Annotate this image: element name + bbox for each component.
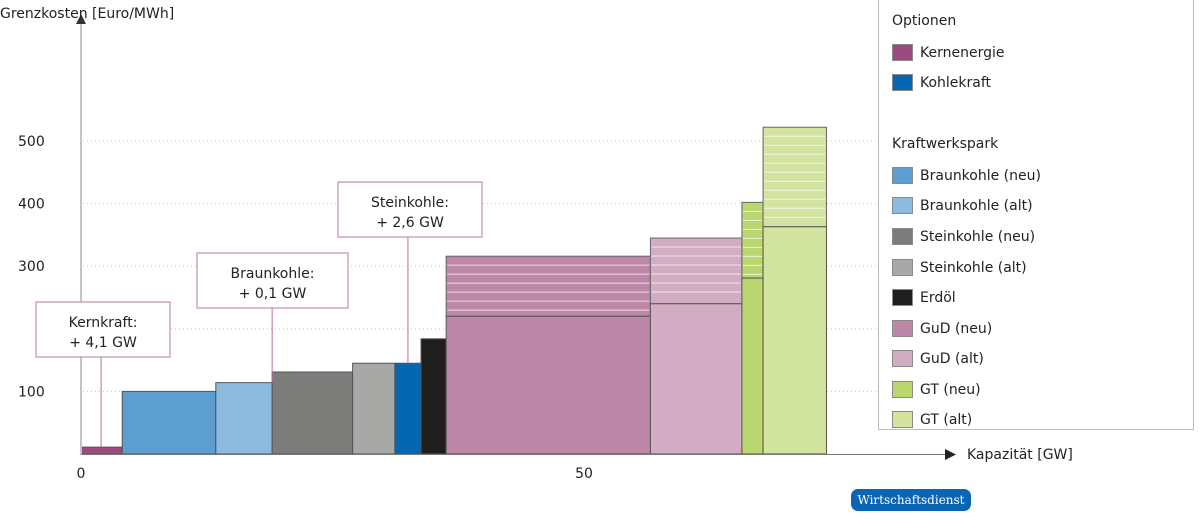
legend-item: GuD (neu)	[892, 320, 992, 337]
legend-group-title: Kraftwerkspark	[892, 136, 999, 152]
bar-range-gud-alt	[649, 237, 743, 305]
annotation-box	[337, 181, 483, 238]
bar-steinkohle-alt	[352, 362, 396, 455]
legend-group-title: Optionen	[892, 13, 957, 29]
y-tick-label: 400	[18, 197, 45, 213]
bar-steinkohle-neu	[271, 371, 354, 455]
y-axis-label: Grenzkosten [Euro/MWh]	[0, 6, 174, 22]
legend-item: Kohlekraft	[892, 74, 991, 91]
annotation-value: + 2,6 GW	[376, 215, 444, 231]
bar-braunkohle-neu	[121, 390, 217, 455]
y-tick-label: 100	[18, 384, 45, 400]
bar-kohlekraft	[394, 362, 422, 455]
legend-item: Erdöl	[892, 289, 956, 306]
bars	[80, 126, 827, 455]
tick-labels: 100 300 400 500 0 50	[18, 134, 593, 482]
bar-gt-neu	[741, 277, 764, 455]
x-axis-label: Kapazität [GW]	[967, 447, 1073, 463]
legend: Optionen Kernenergie Kohlekraft Kraftwerksp…	[878, 0, 1194, 430]
legend-swatch	[892, 44, 913, 61]
bar-kernenergie	[80, 446, 123, 455]
legend-item: GT (alt)	[892, 411, 972, 428]
y-axis-arrow-icon	[76, 14, 86, 24]
legend-swatch	[892, 167, 913, 184]
legend-swatch	[892, 74, 913, 91]
legend-swatch	[892, 289, 913, 306]
legend-swatch	[892, 350, 913, 367]
legend-item: Steinkohle (alt)	[892, 259, 1027, 276]
legend-label: GT (neu)	[920, 381, 981, 398]
legend-swatch	[892, 197, 913, 214]
legend-label: GT (alt)	[920, 411, 973, 428]
bar-erdöl	[420, 338, 447, 455]
legend-swatch	[892, 259, 913, 276]
annotation-value: + 4,1 GW	[69, 335, 137, 351]
legend-label: Erdöl	[920, 289, 956, 306]
bar-range-gt-neu	[741, 201, 764, 279]
legend-label: Kohlekraft	[920, 74, 992, 91]
legend-swatch	[892, 228, 913, 245]
annotation-title: Steinkohle:	[371, 195, 449, 211]
x-tick-label: 0	[77, 466, 86, 482]
x-axis-arrow-icon	[945, 449, 956, 460]
annotation-box	[196, 252, 349, 309]
legend-swatch	[892, 411, 913, 428]
bar-range-gud-neu	[445, 255, 651, 317]
bar-gud-alt	[649, 303, 743, 455]
annotation-box	[35, 301, 171, 358]
bar-gt-alt	[762, 226, 827, 455]
legend-label: Braunkohle (alt)	[920, 197, 1033, 214]
legend-label: GuD (alt)	[920, 350, 984, 367]
bar-gud-neu	[445, 315, 651, 455]
legend-item: Kernenergie	[892, 44, 1004, 61]
legend-label: Steinkohle (neu)	[920, 228, 1036, 245]
bar-braunkohle-alt	[215, 382, 273, 455]
legend-item: Braunkohle (alt)	[892, 197, 1033, 214]
annotation-title: Braunkohle:	[231, 266, 315, 282]
legend-label: Steinkohle (alt)	[920, 259, 1027, 276]
legend-item: Steinkohle (neu)	[892, 228, 1035, 245]
axes: Grenzkosten [Euro/MWh] Kapazität [GW]	[0, 6, 1073, 463]
legend-label: Braunkohle (neu)	[920, 167, 1041, 184]
annotations: Kernkraft: + 4,1 GW Braunkohle: + 0,1 GW Ste…	[35, 181, 483, 448]
x-tick-label: 50	[575, 466, 593, 482]
y-tick-label: 500	[18, 134, 45, 150]
annotation-title: Kernkraft:	[69, 315, 138, 331]
annotation-value: + 0,1 GW	[239, 286, 307, 302]
legend-swatch	[892, 381, 913, 398]
legend-swatch	[892, 320, 913, 337]
bar-range-gt-alt	[762, 126, 827, 228]
legend-item: GT (neu)	[892, 381, 981, 398]
legend-label: Kernenergie	[920, 44, 1005, 61]
legend-item: GuD (alt)	[892, 350, 984, 367]
legend-item: Braunkohle (neu)	[892, 167, 1041, 184]
source-badge: Wirtschaftsdienst	[851, 489, 971, 511]
legend-label: GuD (neu)	[920, 320, 993, 337]
y-tick-label: 300	[18, 259, 45, 275]
